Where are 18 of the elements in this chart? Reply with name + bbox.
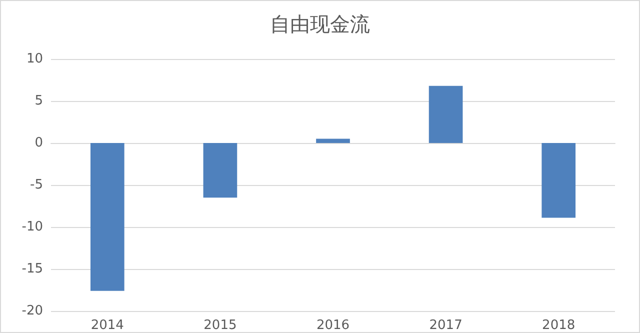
chart-title: 自由现金流 [270, 12, 370, 36]
y-tick-label: -15 [22, 262, 43, 276]
x-tick-label: 2014 [90, 318, 124, 333]
y-tick-label: -10 [22, 220, 43, 234]
x-tick-label: 2018 [542, 318, 576, 333]
y-tick-label: 10 [26, 52, 43, 66]
bar [90, 143, 124, 291]
bar [542, 143, 576, 218]
x-tick-label: 2016 [316, 318, 350, 333]
bar [203, 143, 238, 198]
y-tick-label: 5 [34, 94, 43, 108]
x-tick-label: 2017 [429, 318, 462, 333]
y-tick-label: 0 [34, 136, 43, 150]
x-tick-label: 2015 [204, 318, 237, 333]
bar [316, 138, 350, 143]
bar [428, 86, 463, 143]
y-tick-label: -20 [22, 304, 43, 318]
y-tick-label: -5 [30, 178, 43, 192]
